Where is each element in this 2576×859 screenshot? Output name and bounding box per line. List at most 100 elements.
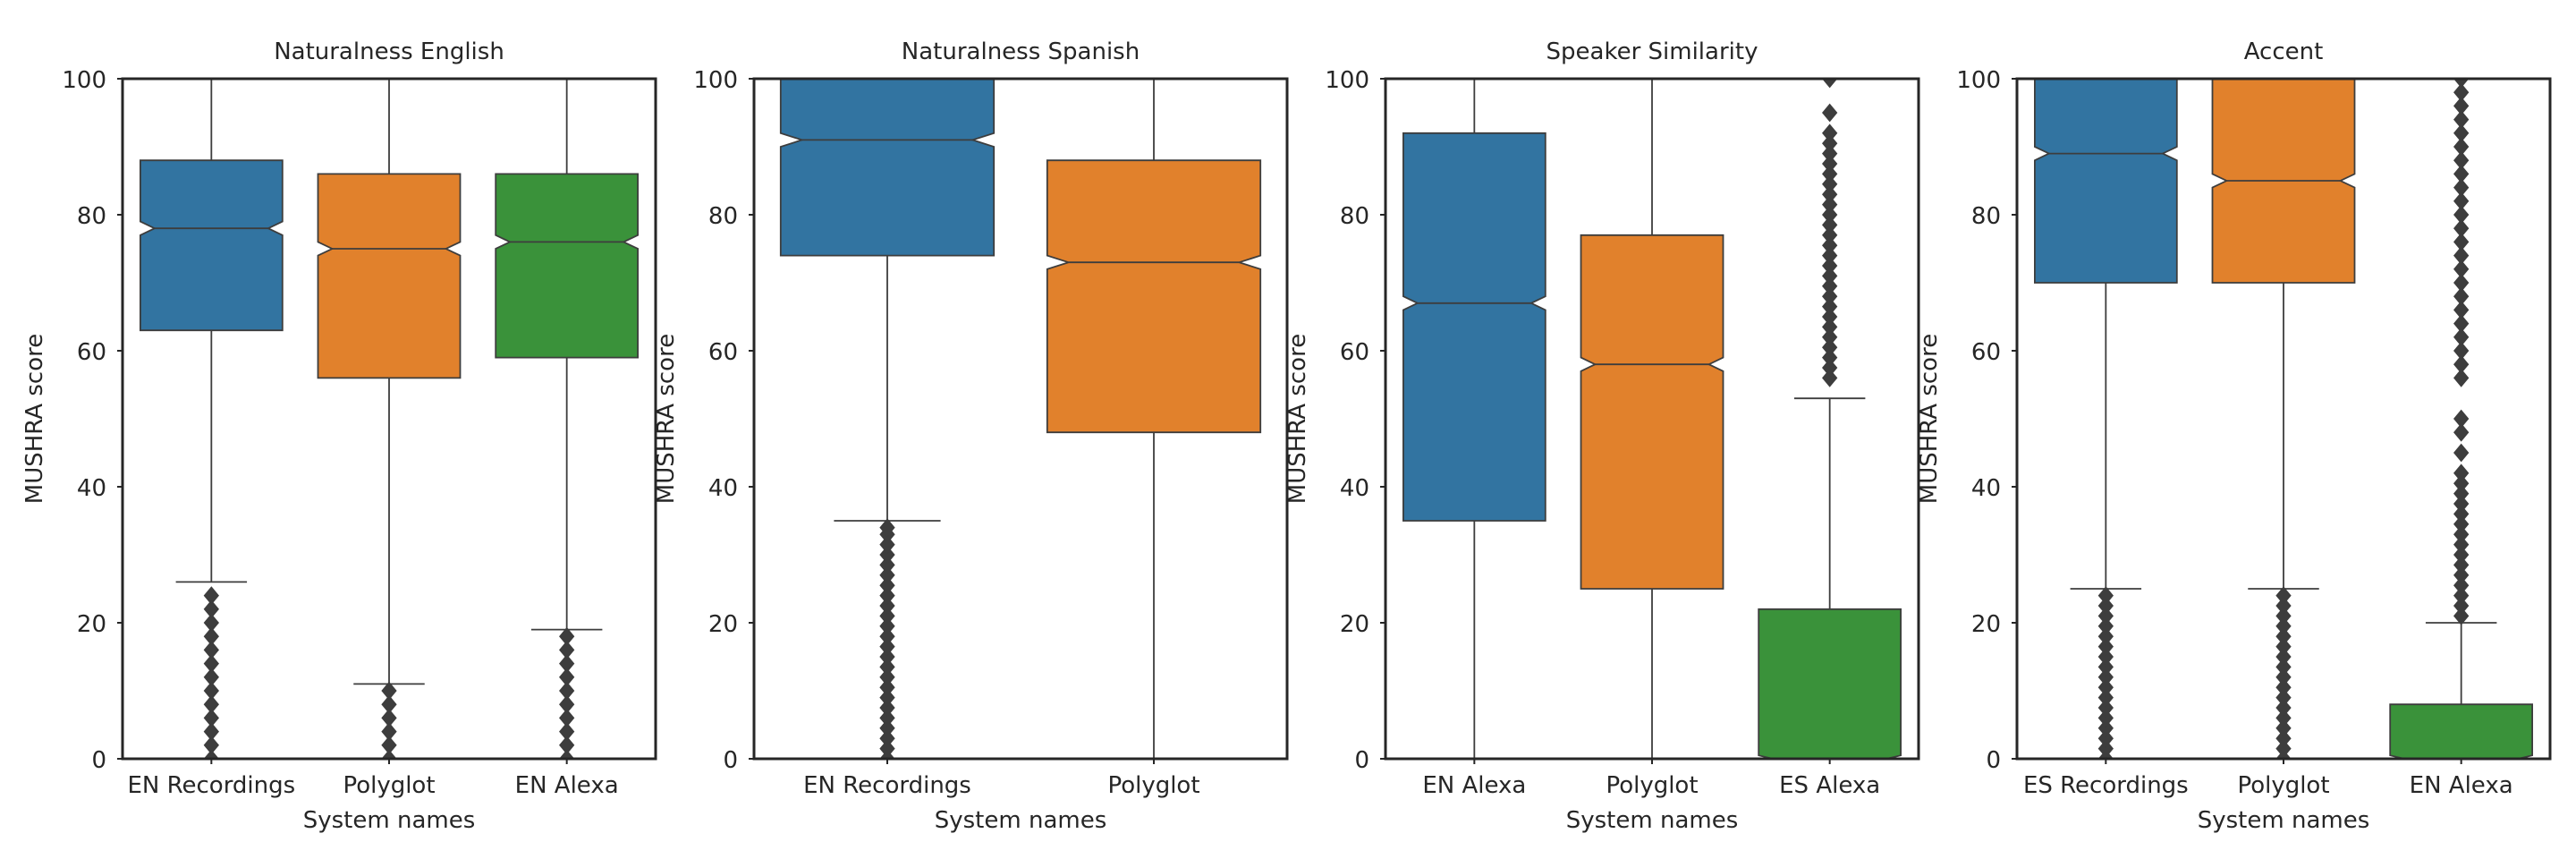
y-tick-label: 100 — [1956, 67, 2001, 94]
chart-title: Naturalness Spanish — [902, 38, 1140, 65]
chart-title: Speaker Similarity — [1546, 38, 1758, 65]
outlier-point — [879, 535, 895, 554]
outlier-point — [2097, 647, 2114, 667]
outlier-point — [2275, 688, 2292, 707]
y-tick-label: 40 — [1340, 475, 1369, 502]
outlier-point — [879, 575, 895, 595]
outlier-point — [2097, 677, 2114, 697]
box — [1046, 159, 1262, 434]
outlier-point — [2275, 739, 2292, 758]
plot-area — [2033, 79, 2534, 759]
outlier-point — [1822, 286, 1838, 306]
x-tick-label: EN Alexa — [1422, 772, 1526, 799]
outlier-point — [2453, 524, 2470, 544]
outlier-point — [559, 681, 575, 701]
outlier-point — [1822, 205, 1838, 225]
outlier-point — [559, 709, 575, 727]
outlier-point — [2453, 301, 2470, 319]
outlier-point — [2097, 739, 2114, 758]
outlier-point — [1822, 154, 1838, 174]
x-tick-label: ES Recordings — [2023, 772, 2189, 799]
outlier-point — [2453, 314, 2470, 333]
y-tick-label: 60 — [708, 339, 738, 366]
outlier-point — [1822, 123, 1838, 143]
x-tick-label: EN Recordings — [127, 772, 295, 799]
chart-panel-3: Speaker Similarity 0 20 40 60 80 100 MUSHRA sco… — [1284, 38, 1920, 834]
outlier-point — [203, 722, 219, 741]
chart-title: Accent — [2244, 38, 2324, 65]
outlier-point — [2275, 658, 2292, 676]
outlier-point — [879, 617, 895, 636]
box — [1758, 608, 1902, 759]
outlier-point — [2453, 150, 2470, 170]
outlier-point — [2453, 505, 2470, 523]
plot-area — [139, 79, 639, 759]
y-tick-label: 0 — [1354, 747, 1369, 774]
y-axis-label: MUSHRA score — [21, 334, 48, 504]
y-axis-label: MUSHRA score — [653, 334, 680, 504]
outlier-point — [2097, 617, 2114, 636]
box — [495, 173, 639, 359]
outlier-point — [203, 668, 219, 687]
outlier-point — [203, 736, 219, 755]
outlier-point — [2453, 165, 2470, 183]
outlier-point — [1822, 144, 1838, 163]
outlier-point — [2275, 626, 2292, 646]
outlier-point — [2453, 191, 2470, 211]
y-tick-label: 60 — [77, 339, 106, 366]
y-tick-label: 80 — [1340, 203, 1369, 230]
outlier-point — [203, 709, 219, 727]
outlier-point — [2453, 556, 2470, 574]
y-tick-label: 60 — [1340, 339, 1369, 366]
outlier-point — [879, 739, 895, 758]
outlier-point — [879, 719, 895, 738]
outlier-point — [1822, 318, 1838, 336]
outlier-point — [2097, 719, 2114, 738]
outlier-point — [2097, 688, 2114, 707]
outlier-point — [879, 728, 895, 748]
outlier-point — [2453, 218, 2470, 238]
outlier-point — [2097, 626, 2114, 646]
y-tick-label: 80 — [1971, 203, 2001, 230]
outlier-point — [2453, 286, 2470, 306]
outlier-point — [2097, 668, 2114, 687]
outlier-point — [559, 654, 575, 673]
outlier-point — [2453, 369, 2470, 387]
y-tick-label: 100 — [62, 67, 106, 94]
y-tick-label: 20 — [1340, 611, 1369, 638]
outlier-point — [559, 736, 575, 755]
outlier-point — [2453, 354, 2470, 374]
outlier-point — [2453, 484, 2470, 503]
y-tick-label: 60 — [1971, 339, 2001, 366]
plot-area — [779, 79, 1262, 759]
outlier-point — [2275, 719, 2292, 738]
outlier-point — [2453, 178, 2470, 197]
x-tick-label: Polyglot — [2237, 772, 2329, 799]
outlier-point — [1822, 246, 1838, 265]
box — [1402, 132, 1546, 522]
outlier-point — [879, 677, 895, 697]
outlier-point — [2453, 233, 2470, 251]
outlier-point — [2275, 698, 2292, 718]
outlier-point — [879, 586, 895, 605]
outlier-point — [203, 626, 219, 646]
outlier-point — [203, 613, 219, 633]
outlier-point — [2275, 677, 2292, 697]
outlier-point — [879, 545, 895, 565]
outlier-point — [203, 694, 219, 714]
outlier-point — [2275, 586, 2292, 605]
outlier-point — [2097, 698, 2114, 718]
outlier-point — [2453, 607, 2470, 625]
outlier-point — [879, 607, 895, 625]
outlier-point — [559, 626, 575, 646]
outlier-point — [381, 694, 397, 714]
outlier-point — [559, 668, 575, 687]
outlier-point — [1822, 358, 1838, 378]
outlier-point — [559, 694, 575, 714]
outlier-point — [2453, 575, 2470, 595]
outlier-point — [2453, 259, 2470, 279]
outlier-point — [2453, 79, 2470, 89]
x-tick-label: Polyglot — [1107, 772, 1199, 799]
box — [139, 159, 284, 332]
